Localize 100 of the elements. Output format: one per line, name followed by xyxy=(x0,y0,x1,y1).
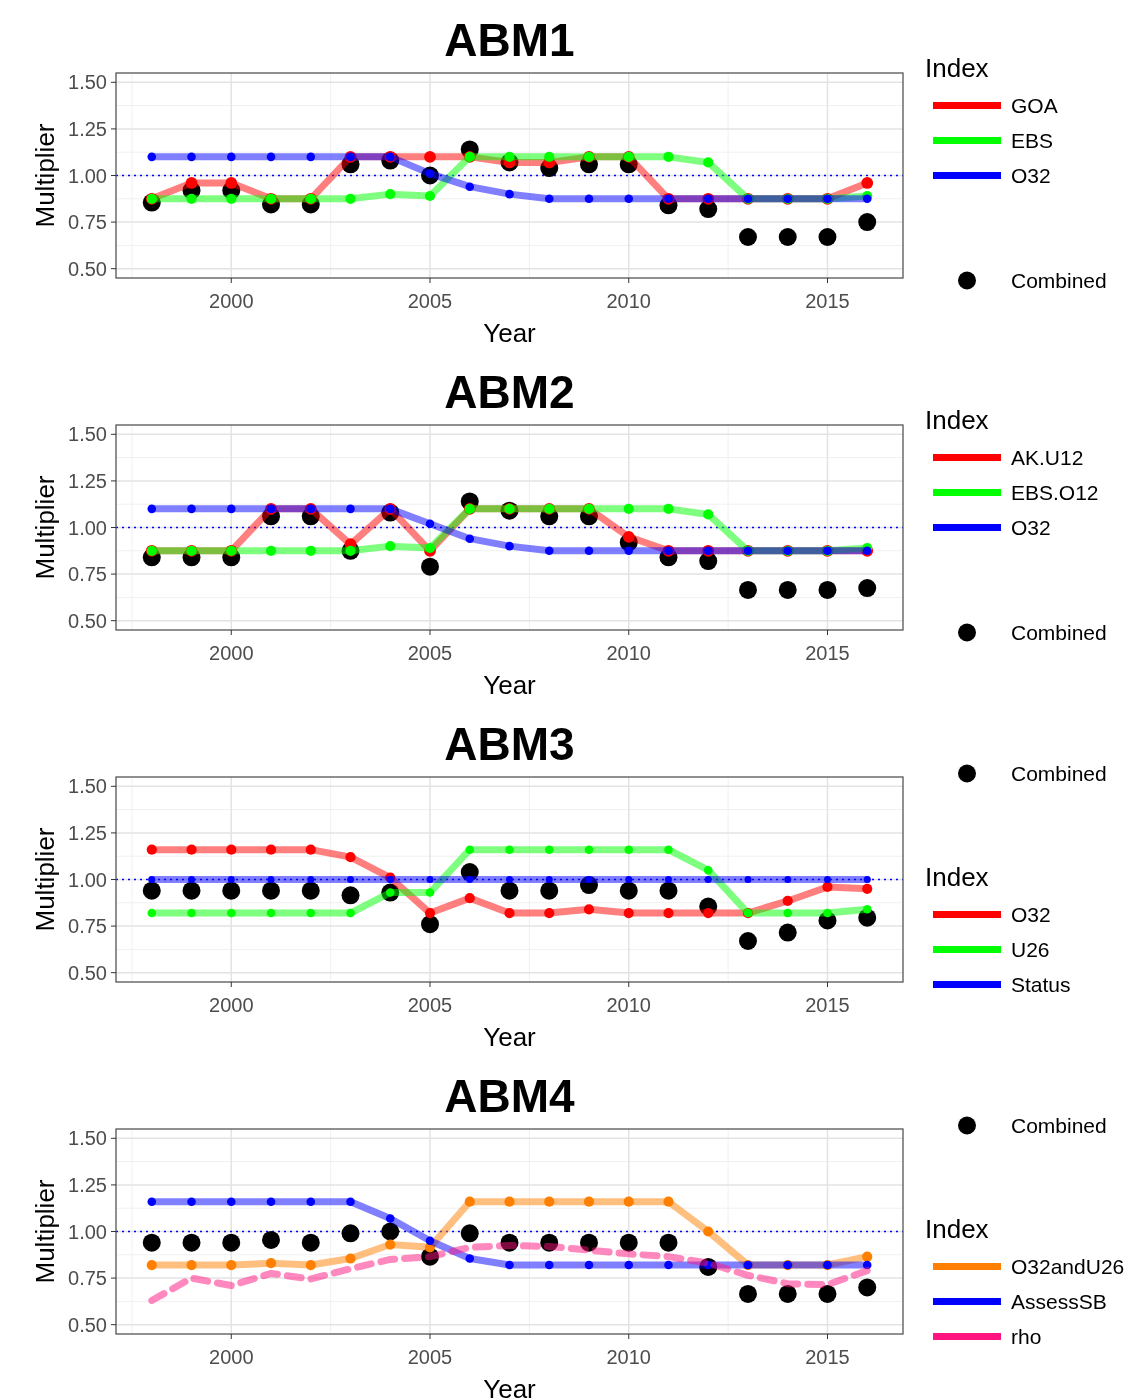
point xyxy=(147,504,157,514)
point xyxy=(664,845,673,854)
point xyxy=(305,844,316,855)
point xyxy=(305,1259,316,1271)
point xyxy=(266,908,276,918)
point xyxy=(623,1196,634,1207)
point xyxy=(421,915,439,934)
point xyxy=(862,905,872,914)
x-tick-label: 2000 xyxy=(209,1346,254,1368)
y-tick-label: 1.00 xyxy=(68,1220,107,1243)
point xyxy=(226,1197,236,1206)
point xyxy=(185,177,198,189)
point xyxy=(465,1254,475,1263)
point xyxy=(306,908,316,918)
point xyxy=(738,1284,757,1303)
point xyxy=(704,876,712,883)
point xyxy=(226,193,237,204)
point xyxy=(386,876,394,883)
point xyxy=(345,193,356,204)
y-tick-label: 0.75 xyxy=(68,915,107,938)
x-tick-label: 2000 xyxy=(209,290,254,312)
legend-title: Index xyxy=(925,404,989,435)
point xyxy=(822,881,833,893)
point xyxy=(703,157,714,168)
y-tick-label: 1.00 xyxy=(68,516,107,539)
point xyxy=(619,881,638,900)
point xyxy=(663,503,674,514)
point xyxy=(226,844,237,855)
point xyxy=(703,865,713,875)
point xyxy=(858,213,877,232)
point xyxy=(506,876,513,883)
point xyxy=(663,1196,674,1207)
y-tick-label: 1.50 xyxy=(68,71,107,94)
chart-title: ABM2 xyxy=(444,366,575,418)
point xyxy=(426,876,434,883)
legend-label: O32 xyxy=(1011,163,1051,187)
point xyxy=(623,503,634,514)
point xyxy=(623,907,634,919)
point xyxy=(188,876,196,883)
x-tick-label: 2000 xyxy=(209,994,254,1016)
point xyxy=(500,1233,519,1252)
point xyxy=(504,907,515,919)
point xyxy=(460,1224,479,1243)
y-tick-label: 0.75 xyxy=(68,211,107,234)
point xyxy=(583,1196,595,1207)
y-tick-label: 1.00 xyxy=(68,164,107,187)
point xyxy=(584,1260,594,1270)
point xyxy=(425,1236,435,1246)
point xyxy=(544,1260,554,1270)
point xyxy=(425,519,435,529)
point xyxy=(148,876,156,883)
point xyxy=(385,1239,396,1250)
point xyxy=(226,1259,237,1271)
point xyxy=(505,1260,514,1270)
point xyxy=(301,881,320,900)
point xyxy=(778,580,797,599)
point xyxy=(225,177,238,189)
legend-label: O32 xyxy=(1011,902,1051,926)
point xyxy=(147,152,157,162)
y-axis-title: Multiplier xyxy=(30,827,60,932)
point xyxy=(307,876,315,883)
point xyxy=(341,1224,360,1243)
point xyxy=(381,1222,400,1241)
point xyxy=(346,504,355,514)
point xyxy=(465,182,475,191)
point xyxy=(818,228,837,246)
point xyxy=(823,876,831,883)
point xyxy=(861,177,874,189)
point xyxy=(265,1258,277,1269)
legend-label: AK.U12 xyxy=(1011,445,1084,469)
point xyxy=(262,1230,281,1249)
y-axis-title: Multiplier xyxy=(30,1179,60,1284)
point xyxy=(466,876,474,883)
point xyxy=(544,907,555,919)
point xyxy=(703,1226,714,1237)
y-tick-label: 1.25 xyxy=(68,821,107,844)
legend-label: O32 xyxy=(1011,515,1051,539)
point xyxy=(544,194,554,204)
point xyxy=(267,876,275,883)
point xyxy=(862,1260,872,1270)
x-tick-label: 2015 xyxy=(805,1346,850,1368)
legend-label: rho xyxy=(1011,1324,1042,1348)
point xyxy=(738,228,757,246)
legend-label: EBS.O12 xyxy=(1011,480,1099,504)
point xyxy=(465,845,475,854)
point xyxy=(624,845,634,854)
point xyxy=(540,1233,559,1252)
point xyxy=(265,844,277,855)
point xyxy=(500,881,519,900)
point xyxy=(659,881,678,900)
y-tick-label: 1.50 xyxy=(68,1127,107,1150)
point xyxy=(464,893,475,904)
point xyxy=(863,876,871,883)
legend-label: Combined xyxy=(1011,1113,1107,1137)
legend-label: Combined xyxy=(1011,620,1107,644)
point xyxy=(306,152,316,162)
point xyxy=(142,881,161,900)
legend-label: U26 xyxy=(1011,937,1050,961)
x-tick-label: 2010 xyxy=(606,1346,651,1368)
point xyxy=(778,228,797,246)
